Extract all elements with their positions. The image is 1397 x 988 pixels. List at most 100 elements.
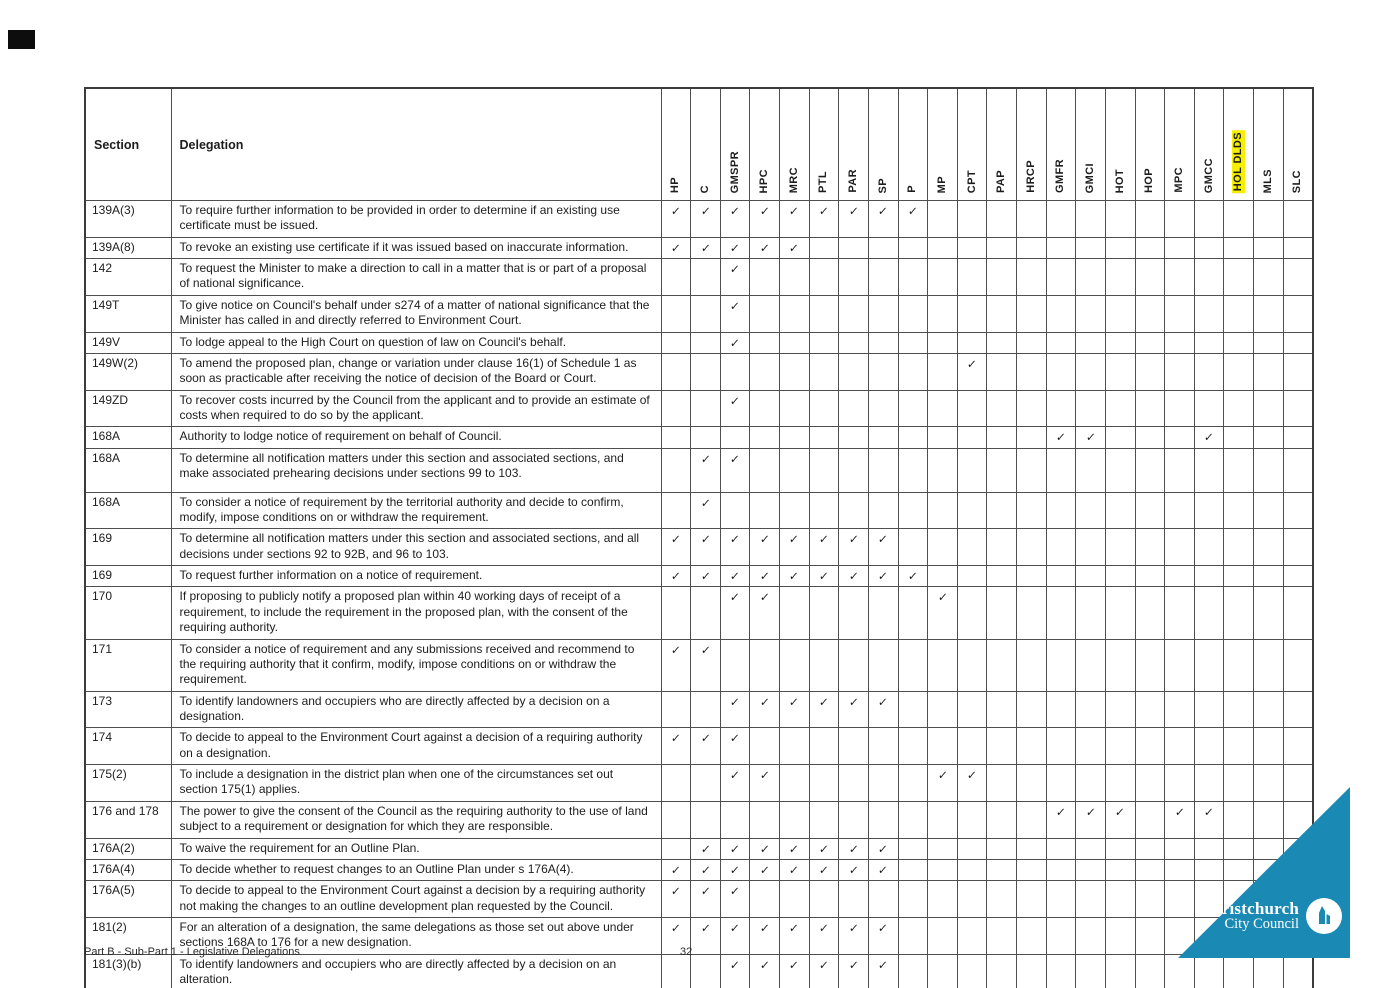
check-cell xyxy=(838,236,869,260)
check-cell: ✓ xyxy=(660,200,692,238)
check-cell xyxy=(867,331,899,354)
check-cell xyxy=(1282,565,1314,588)
section-column-header: Section xyxy=(84,87,172,201)
check-cell: ✓ xyxy=(719,953,751,988)
check-cell xyxy=(660,800,692,839)
table-row: 181(3)(b) To identify landowners and occu… xyxy=(84,953,1314,988)
check-mark-icon: ✓ xyxy=(729,864,741,877)
check-mark-icon: ✓ xyxy=(818,534,830,547)
check-cell xyxy=(956,447,988,493)
check-cell xyxy=(749,491,780,530)
check-cell xyxy=(1223,764,1254,802)
role-column-header-mrc: MRC xyxy=(779,87,810,201)
check-cell xyxy=(1223,800,1254,839)
check-cell xyxy=(808,491,840,530)
check-cell xyxy=(1253,447,1284,493)
table-row: 168A To determine all notification matter… xyxy=(84,447,1314,493)
check-cell xyxy=(1223,491,1254,530)
check-cell xyxy=(1045,727,1077,766)
check-cell xyxy=(1075,764,1106,802)
check-mark-icon: ✓ xyxy=(759,534,771,547)
check-cell xyxy=(690,586,721,640)
role-column-header-p: P xyxy=(897,87,929,201)
check-mark-icon: ✓ xyxy=(877,864,889,877)
check-cell xyxy=(719,426,751,449)
section-cell: 173 xyxy=(84,690,172,729)
check-cell xyxy=(1193,236,1225,260)
check-cell xyxy=(808,800,840,839)
check-cell xyxy=(779,258,810,296)
table-row: 174 To decide to appeal to the Environmen… xyxy=(84,727,1314,766)
check-cell xyxy=(956,294,988,333)
check-cell: ✓ xyxy=(660,528,692,567)
check-cell xyxy=(1223,294,1254,333)
check-cell xyxy=(1016,916,1047,955)
check-cell xyxy=(1075,727,1106,766)
role-column-header-slc: SLC xyxy=(1282,87,1314,201)
check-cell xyxy=(986,837,1017,860)
check-cell xyxy=(1223,528,1254,567)
check-cell xyxy=(1253,426,1284,449)
check-cell xyxy=(1164,294,1195,333)
check-cell xyxy=(927,690,958,729)
check-cell xyxy=(1104,953,1136,988)
check-cell xyxy=(867,638,899,692)
check-cell xyxy=(1104,764,1136,802)
check-cell xyxy=(1253,800,1284,839)
check-cell xyxy=(986,426,1017,449)
check-cell: ✓ xyxy=(779,916,810,955)
check-cell xyxy=(1104,258,1136,296)
delegation-cell: To request further information on a noti… xyxy=(170,565,662,588)
check-cell xyxy=(1282,236,1314,260)
check-mark-icon: ✓ xyxy=(729,534,741,547)
check-cell xyxy=(749,389,780,428)
check-cell: ✓ xyxy=(719,858,751,882)
check-cell xyxy=(1282,426,1314,449)
section-cell: 176A(5) xyxy=(84,880,172,918)
delegation-cell: To amend the proposed plan, change or va… xyxy=(170,352,662,391)
check-cell: ✓ xyxy=(719,880,751,918)
role-column-label: PTL xyxy=(817,171,830,193)
check-cell xyxy=(660,837,692,860)
check-cell: ✓ xyxy=(660,638,692,692)
check-cell xyxy=(838,880,869,918)
check-cell xyxy=(1164,565,1195,588)
check-cell: ✓ xyxy=(956,352,988,391)
check-cell xyxy=(1164,426,1195,449)
check-cell xyxy=(1134,764,1166,802)
role-column-header-gmci: GMCI xyxy=(1075,87,1106,201)
check-cell xyxy=(867,389,899,428)
table-row: 168A To consider a notice of requirement … xyxy=(84,491,1314,530)
check-cell xyxy=(1282,764,1314,802)
check-cell xyxy=(1282,389,1314,428)
role-column-header-hrcp: HRCP xyxy=(1016,87,1047,201)
check-cell xyxy=(1134,565,1166,588)
check-cell xyxy=(986,447,1017,493)
delegation-cell: To lodge appeal to the High Court on que… xyxy=(170,331,662,354)
check-mark-icon: ✓ xyxy=(847,696,859,709)
check-cell xyxy=(1104,447,1136,493)
check-cell: ✓ xyxy=(749,528,780,567)
role-column-label: MLS xyxy=(1261,168,1274,193)
check-cell xyxy=(660,389,692,428)
check-cell xyxy=(1104,491,1136,530)
check-mark-icon: ✓ xyxy=(699,206,711,218)
check-cell xyxy=(1075,236,1106,260)
check-cell xyxy=(986,764,1017,802)
check-cell xyxy=(956,200,988,238)
check-cell xyxy=(838,800,869,839)
check-mark-icon: ✓ xyxy=(788,696,800,709)
check-cell xyxy=(1104,858,1136,882)
check-cell xyxy=(956,331,988,354)
section-cell: 168A xyxy=(84,491,172,530)
check-cell: ✓ xyxy=(719,916,751,955)
check-mark-icon: ✓ xyxy=(729,592,741,605)
check-cell xyxy=(779,638,810,692)
check-cell: ✓ xyxy=(779,236,810,260)
check-cell xyxy=(1134,258,1166,296)
check-mark-icon: ✓ xyxy=(788,843,800,856)
check-mark-icon: ✓ xyxy=(699,242,711,255)
check-cell xyxy=(1075,528,1106,567)
check-cell xyxy=(1253,953,1284,988)
check-mark-icon: ✓ xyxy=(966,358,978,371)
